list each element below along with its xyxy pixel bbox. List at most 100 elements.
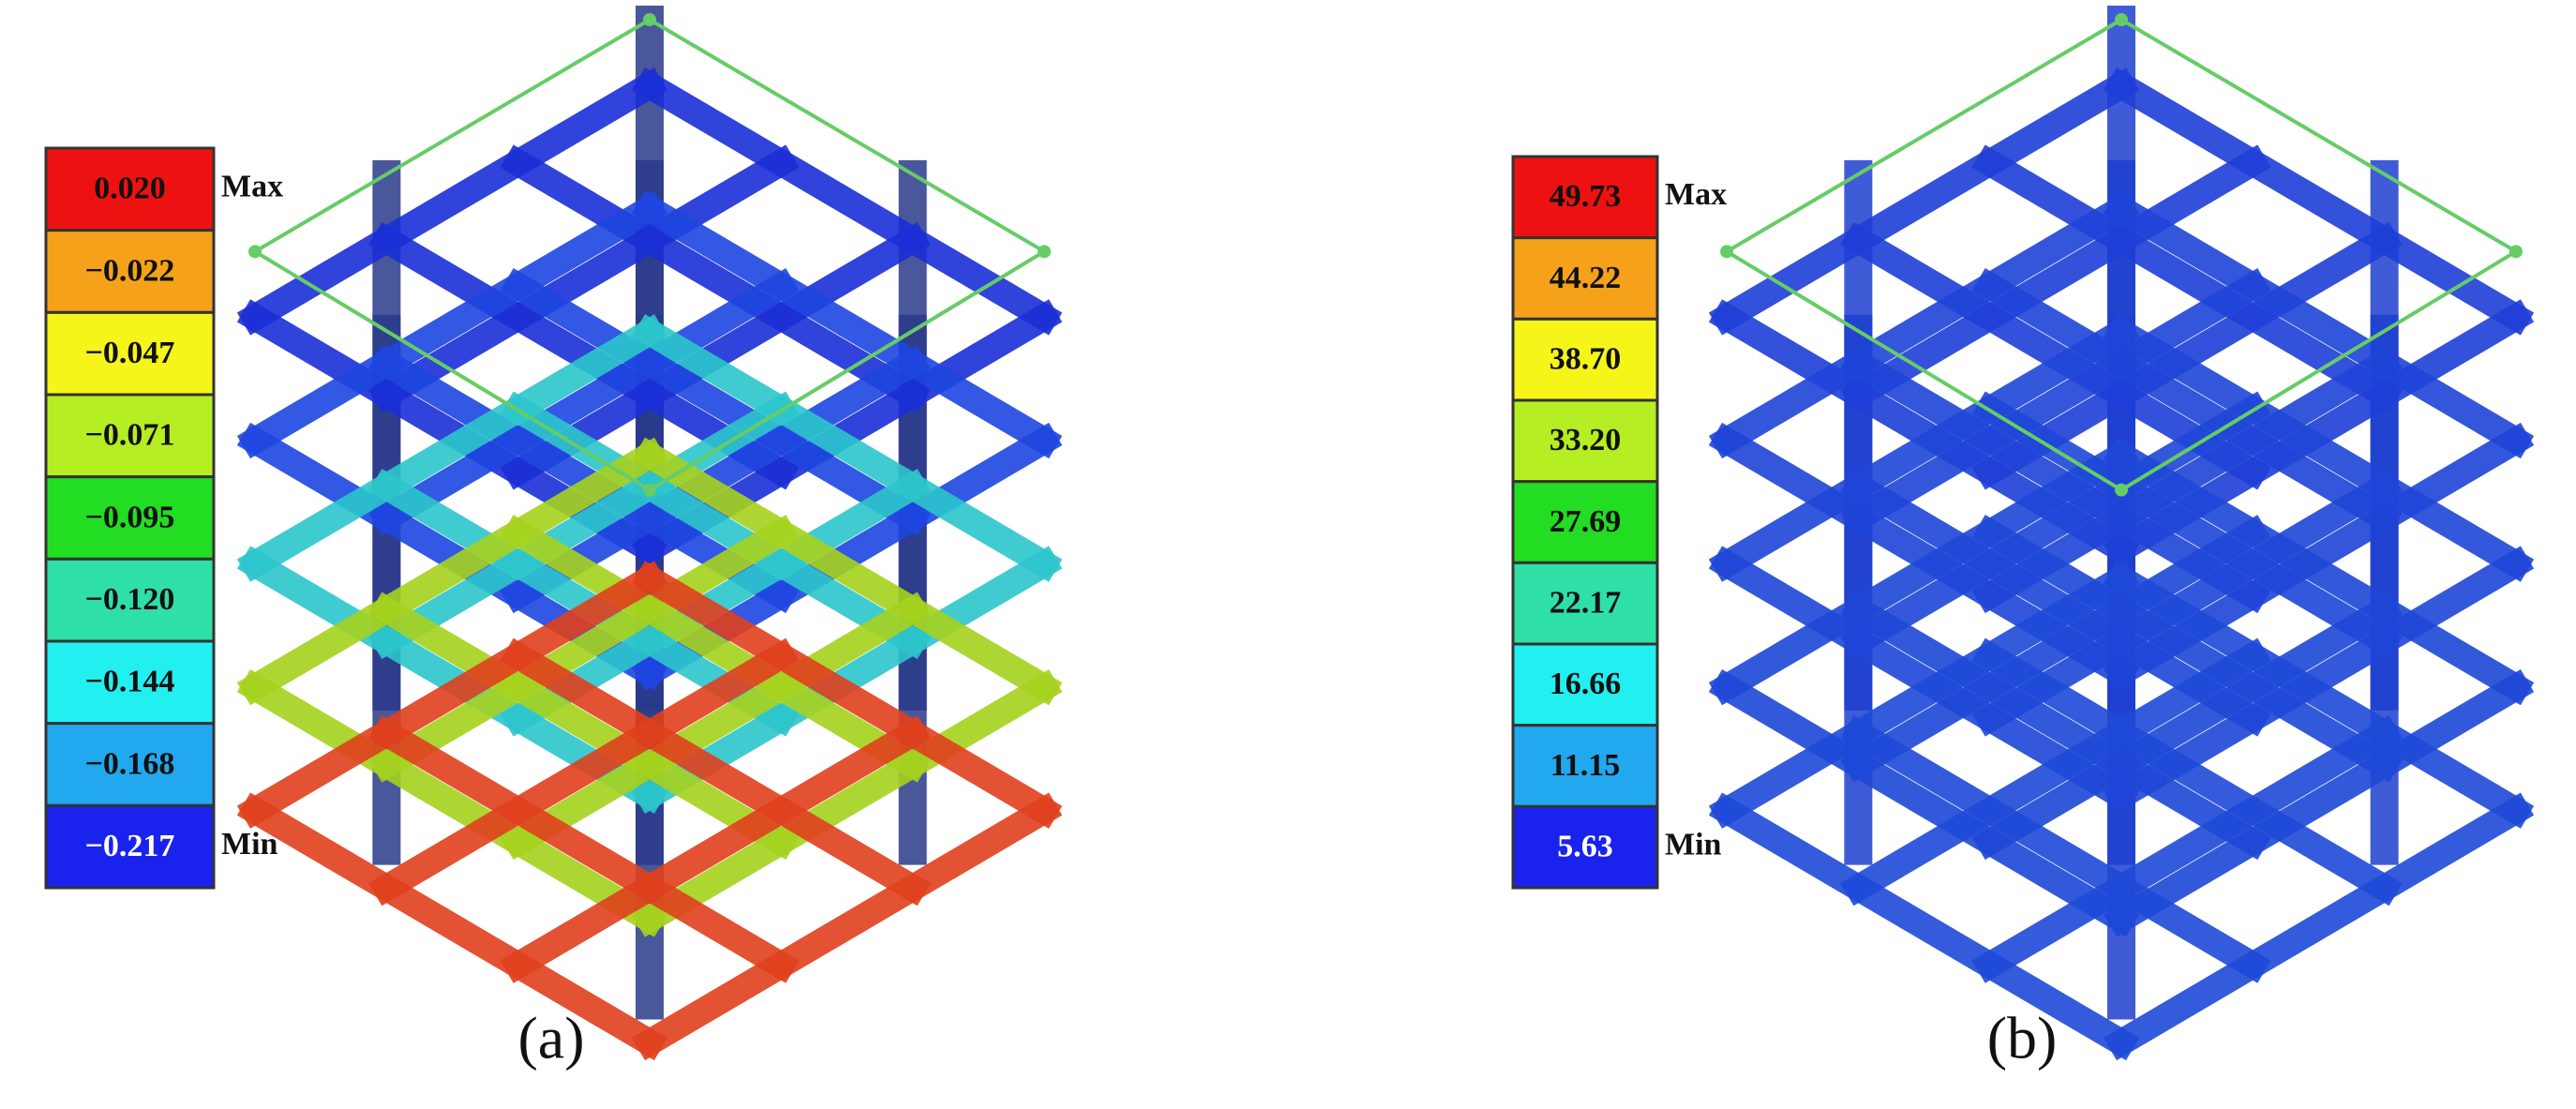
legend-label: 22.17 (1550, 585, 1622, 620)
lattice-bar (1708, 314, 2140, 582)
lattice-bar (1971, 267, 2403, 536)
panel: 0.020 −0.022 −0.047 −0.071 −0.095 −0.120 −0.14… (44, 6, 1063, 1072)
outline-vertex (2115, 483, 2128, 497)
lattice-bar (2103, 190, 2535, 459)
legend-label: 11.15 (1550, 748, 1621, 783)
lattice-bar (631, 792, 1063, 1061)
outline-vertex (2115, 13, 2128, 26)
lattice-bar (368, 637, 800, 907)
lattice-bar (1971, 515, 2403, 783)
legend-label: 16.66 (1550, 667, 1622, 701)
legend-cell (44, 803, 216, 890)
panel-caption: (a) (517, 1005, 584, 1072)
outline-vertex (643, 483, 656, 497)
outline-vertex (1720, 245, 1734, 259)
legend-label: −0.217 (85, 829, 175, 863)
legend-cell (1511, 804, 1659, 890)
lattice-bar (1971, 144, 2403, 413)
lattice-bar (2103, 437, 2535, 706)
lattice-bar (631, 561, 1063, 829)
lattice-bar (1840, 391, 2271, 660)
legend-label: 5.63 (1557, 829, 1613, 863)
lattice-bar (500, 637, 931, 907)
legend-label: 49.73 (1550, 179, 1622, 214)
legend-label: 44.22 (1550, 261, 1622, 295)
legend-cell (1511, 561, 1659, 646)
lattice-bar (236, 190, 668, 459)
legend-cell (44, 310, 216, 397)
max-label: Max (221, 170, 283, 204)
panel-caption: (b) (1987, 1005, 2058, 1072)
legend-label: 0.020 (94, 172, 166, 206)
lattice-bar (368, 144, 800, 413)
legend-cell (1511, 317, 1659, 402)
legend-cell (44, 393, 216, 479)
lattice-bar (236, 792, 668, 1061)
lattice-bar (1840, 515, 2271, 783)
lattice-bar (368, 391, 800, 660)
legend-label: −0.095 (85, 500, 175, 534)
legend-label: 38.70 (1550, 341, 1622, 376)
lattice-bar (2103, 314, 2535, 582)
lattice-bar (1708, 67, 2140, 336)
lattice-bar (236, 561, 668, 829)
lattice-bar (1840, 592, 2271, 861)
outline-vertex (2509, 245, 2523, 259)
lattice-bar (1708, 190, 2140, 459)
legend-cell (44, 146, 216, 232)
lattice-bar (1708, 437, 2140, 706)
lattice-bar (631, 437, 1063, 706)
lattice-bar (1971, 391, 2403, 660)
legend-cell (44, 557, 216, 643)
legend-label: 27.69 (1550, 504, 1622, 539)
lattice-bar (1971, 592, 2403, 861)
lattice-bar (236, 67, 668, 336)
outline-vertex (248, 245, 262, 259)
legend-cell (1511, 236, 1659, 321)
lattice-bar (1840, 715, 2271, 983)
lattice-bar (631, 314, 1063, 582)
lattice-bar (1708, 668, 2140, 937)
lattice-bar (236, 668, 668, 937)
legend-label: −0.144 (85, 665, 175, 699)
lattice-bar (500, 267, 931, 536)
lattice-bar (2103, 561, 2535, 829)
lattice-bar (236, 314, 668, 582)
lattice-bar (631, 668, 1063, 937)
lattice-bar (368, 592, 800, 861)
panel: 49.73 44.22 38.70 33.20 27.69 22.17 16.66 11.15… (1511, 6, 2535, 1072)
outline-vertex (643, 13, 656, 26)
lattice-bar (1971, 715, 2403, 983)
legend-cell (1511, 155, 1659, 240)
lattice-bar (631, 67, 1063, 336)
lattice-bar (2103, 67, 2535, 336)
lattice-bar (1840, 637, 2271, 907)
lattice-bar (368, 515, 800, 783)
lattice-bar (1708, 561, 2140, 829)
legend-cell (1511, 398, 1659, 484)
lattice-bar (2103, 668, 2535, 937)
legend-cell (44, 475, 216, 561)
lattice-bar (500, 715, 931, 983)
legend-label: −0.047 (85, 336, 175, 370)
lattice-bar (1840, 267, 2271, 536)
lattice-bar (500, 592, 931, 861)
min-label: Min (221, 827, 278, 862)
lattice-bar (500, 515, 931, 783)
lattice-bar (368, 267, 800, 536)
lattice-bar (368, 715, 800, 983)
legend-label: −0.120 (85, 582, 175, 617)
legend-cell (1511, 724, 1659, 808)
max-label: Max (1665, 177, 1727, 212)
lattice-bar (631, 190, 1063, 459)
lattice-bar (1708, 792, 2140, 1061)
lattice-bar (1840, 144, 2271, 413)
lattice-bar (1971, 637, 2403, 907)
legend-label: −0.168 (85, 746, 175, 781)
legend-cell (1511, 642, 1659, 727)
lattice-bar (2103, 792, 2535, 1061)
lattice-bar (500, 391, 931, 660)
lattice-bar (236, 437, 668, 706)
min-label: Min (1665, 827, 1722, 862)
